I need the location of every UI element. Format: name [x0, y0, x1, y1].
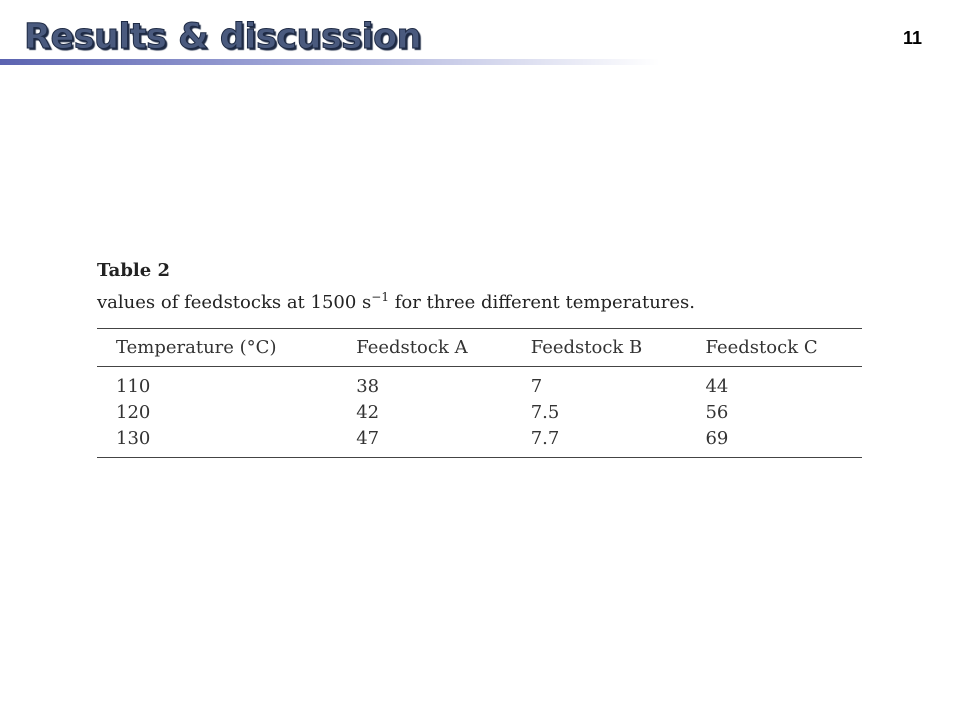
- column-header: Feedstock B: [511, 328, 687, 367]
- table-cell: 38: [356, 375, 380, 397]
- table-body: 110 38 7 44 120 42 7.5 56 130 47 7.7 69: [97, 367, 862, 458]
- table-cell: 110: [116, 375, 151, 397]
- caption-text: for three different temperatures.: [388, 292, 696, 313]
- table-row: 110 38 7 44: [97, 367, 862, 400]
- table-block: Table 2 values of feedstocks at 1500 s−1…: [97, 258, 862, 458]
- header-row: Temperature (°C) Feedstock A Feedstock B Fe…: [97, 328, 862, 367]
- slide-title: Results & discussion: [23, 17, 422, 58]
- table-cell: 120: [116, 401, 151, 423]
- table-cell: 7: [530, 375, 543, 397]
- column-header: Temperature (°C): [97, 328, 338, 367]
- caption-text: values of feedstocks at 1500 s: [97, 292, 372, 313]
- table-cell: 69: [686, 425, 862, 458]
- table-cell: 56: [705, 401, 729, 423]
- column-header: Feedstock A: [337, 328, 512, 367]
- table-row: 130 47 7.7 69: [97, 425, 862, 458]
- table-cell: 130: [97, 425, 338, 458]
- table-label: Table 2: [97, 260, 171, 281]
- data-table: Temperature (°C) Feedstock A Feedstock B Fe…: [97, 328, 862, 458]
- table-cell: 42: [356, 401, 380, 423]
- table-caption: values of feedstocks at 1500 s−1 for thr…: [97, 284, 862, 316]
- caption-superscript: −1: [371, 290, 389, 304]
- column-header: Feedstock C: [686, 328, 862, 367]
- table-row: 120 42 7.5 56: [97, 399, 862, 425]
- table-cell: 44: [705, 375, 729, 397]
- title-underline: [0, 59, 660, 65]
- table-cell: 47: [337, 425, 512, 458]
- table-cell: 7.7: [511, 425, 687, 458]
- table-cell: 7.5: [530, 401, 560, 423]
- page-number: 11: [902, 28, 922, 48]
- table-head: Temperature (°C) Feedstock A Feedstock B Fe…: [97, 328, 862, 367]
